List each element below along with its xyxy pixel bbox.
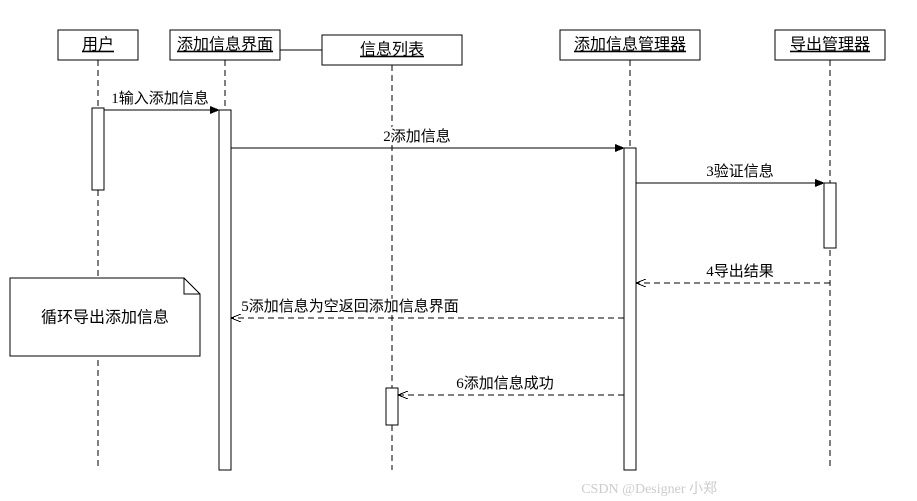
activation-exporter bbox=[824, 183, 836, 248]
watermark: CSDN @Designer 小郑 bbox=[581, 481, 717, 497]
message-label-m2: 2添加信息 bbox=[383, 128, 451, 145]
lifeline-label-exporter: 导出管理器 bbox=[790, 36, 870, 54]
lifeline-label-manager: 添加信息管理器 bbox=[574, 36, 686, 54]
lifeline-label-list: 信息列表 bbox=[360, 41, 424, 59]
message-label-m3: 3验证信息 bbox=[706, 163, 774, 180]
message-label-m1: 1输入添加信息 bbox=[111, 90, 209, 107]
message-label-m6: 6添加信息成功 bbox=[456, 375, 554, 392]
activation-user bbox=[92, 108, 104, 190]
activation-addUI bbox=[219, 110, 231, 470]
activation-manager bbox=[624, 148, 636, 470]
message-label-m4: 4导出结果 bbox=[706, 263, 774, 280]
note-label: 循环导出添加信息 bbox=[41, 309, 169, 327]
lifeline-label-user: 用户 bbox=[82, 36, 114, 54]
lifeline-label-addUI: 添加信息界面 bbox=[177, 36, 273, 54]
message-label-m5: 5添加信息为空返回添加信息界面 bbox=[241, 298, 459, 315]
canvas-bg bbox=[0, 0, 917, 501]
activation-list bbox=[386, 388, 398, 425]
